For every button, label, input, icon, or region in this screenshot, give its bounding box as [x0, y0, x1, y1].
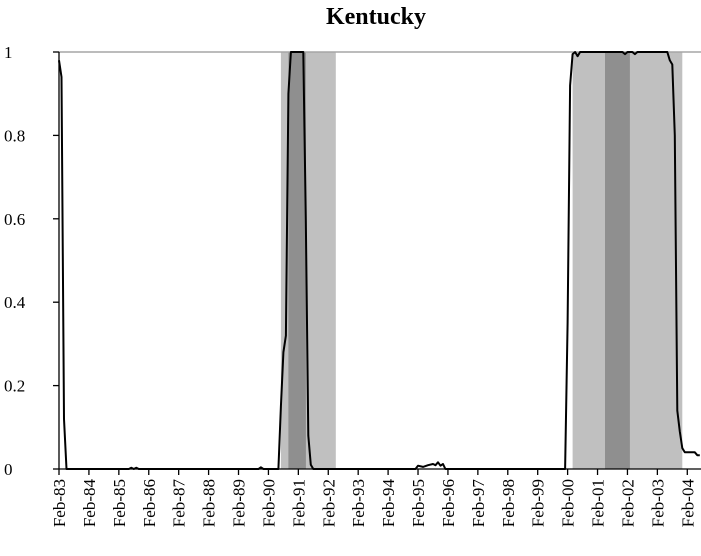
x-tick-label: Feb-98 [499, 479, 518, 527]
x-tick-labels: Feb-83 Feb-84 Feb-85 Feb-86 Feb-87 Feb-88 Feb-… [50, 469, 697, 527]
dark-band-1 [288, 52, 306, 469]
axes [58, 52, 701, 470]
x-tick-label: Feb-02 [619, 479, 638, 527]
shaded-bands [280, 52, 683, 469]
x-tick-label: Feb-91 [289, 479, 308, 527]
x-tick-label: Feb-86 [140, 479, 159, 527]
x-tick-label: Feb-94 [379, 479, 398, 528]
x-tick-label: Feb-85 [110, 479, 129, 527]
y-tick-label: 0.8 [4, 126, 25, 145]
x-tick-label: Feb-87 [170, 479, 189, 528]
x-tick-label: Feb-03 [648, 479, 667, 527]
x-tick-label: Feb-83 [50, 479, 69, 527]
x-tick-label: Feb-93 [349, 479, 368, 527]
chart-title: Kentucky [325, 4, 426, 30]
y-tick-label: 0.6 [4, 210, 25, 229]
x-tick-label: Feb-92 [319, 479, 338, 527]
x-tick-label: Feb-04 [678, 479, 697, 528]
y-tick-label: 1 [4, 43, 13, 62]
x-tick-label: Feb-97 [469, 479, 488, 528]
y-tick-label: 0 [4, 460, 13, 479]
x-tick-label: Feb-95 [409, 479, 428, 527]
x-tick-label: Feb-99 [529, 479, 548, 527]
dark-band-3 [605, 52, 630, 469]
x-tick-label: Feb-90 [259, 479, 278, 527]
x-tick-label: Feb-00 [559, 479, 578, 527]
y-tick-label: 0.4 [4, 293, 26, 312]
x-tick-label: Feb-88 [200, 479, 219, 527]
x-tick-label: Feb-89 [230, 479, 249, 527]
x-tick-label: Feb-84 [80, 478, 99, 527]
x-tick-label: Feb-96 [439, 479, 458, 527]
x-tick-label: Feb-01 [589, 479, 608, 527]
y-tick-labels: 0 0.2 0.4 0.6 0.8 1 [4, 43, 59, 479]
y-tick-label: 0.2 [4, 377, 25, 396]
